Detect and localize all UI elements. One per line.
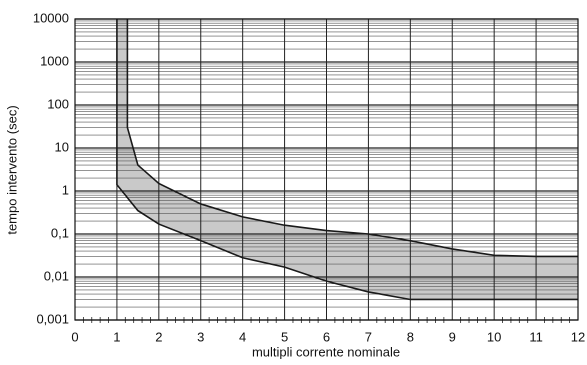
x-tick-label: 5 — [281, 329, 288, 344]
y-tick-label: 0,01 — [44, 268, 69, 283]
y-tick-label: 0,001 — [36, 311, 69, 326]
x-tick-label: 1 — [113, 329, 120, 344]
x-tick-label: 8 — [407, 329, 414, 344]
y-tick-label: 1 — [62, 182, 69, 197]
curve — [126, 19, 578, 258]
y-axis-label: tempo intervento (sec) — [4, 105, 19, 234]
x-tick-label: 10 — [487, 329, 501, 344]
x-tick-label: 12 — [571, 329, 585, 344]
curve — [116, 19, 578, 301]
x-tick-label: 7 — [365, 329, 372, 344]
x-tick-label: 3 — [197, 329, 204, 344]
x-tick-label: 2 — [155, 329, 162, 344]
y-tick-label: 10 — [55, 139, 69, 154]
x-tick-label: 9 — [449, 329, 456, 344]
band-fill — [116, 19, 579, 300]
x-tick-label: 11 — [529, 329, 543, 344]
y-tick-label: 1000 — [40, 53, 69, 68]
x-tick-label: 4 — [239, 329, 246, 344]
y-tick-label: 0,1 — [51, 225, 69, 240]
x-axis-label: multipli corrente nominale — [252, 344, 400, 359]
x-tick-label: 0 — [71, 329, 78, 344]
y-tick-label: 100 — [47, 96, 69, 111]
x-tick-label: 6 — [323, 329, 330, 344]
plot-frame — [74, 18, 579, 321]
y-tick-label: 10000 — [33, 10, 69, 25]
